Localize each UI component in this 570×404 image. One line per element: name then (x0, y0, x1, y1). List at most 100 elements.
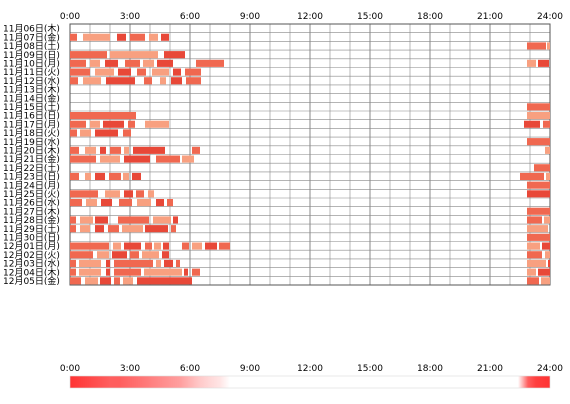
activity-block (125, 59, 140, 67)
activity-block (527, 190, 550, 198)
bottom-tick-label: 9:00 (240, 364, 260, 374)
activity-block (86, 199, 97, 207)
activity-block (145, 242, 152, 250)
activity-block (144, 77, 152, 85)
activity-block (148, 190, 154, 198)
activity-block (124, 146, 129, 154)
activity-block (163, 242, 169, 250)
activity-block (105, 190, 120, 198)
day-label: 11月08日(土) (3, 40, 60, 52)
activity-block (205, 242, 217, 250)
day-label: 12月02日(火) (3, 250, 60, 261)
activity-block (137, 68, 146, 76)
activity-block (118, 216, 149, 224)
activity-block (70, 120, 86, 128)
activity-block (123, 129, 131, 137)
activity-block (105, 59, 118, 67)
activity-block (154, 242, 161, 250)
grid (69, 23, 551, 286)
activity-block (112, 251, 127, 259)
activity-block (70, 216, 76, 224)
day-label: 12月01日(月) (3, 241, 60, 252)
activity-block (546, 172, 550, 180)
top-tick-label: 3:00 (120, 12, 140, 22)
activity-block (130, 33, 145, 41)
activity-block (83, 33, 110, 41)
day-label: 11月25日(火) (3, 189, 60, 200)
activity-block (90, 59, 100, 67)
activity-block (70, 155, 96, 163)
activity-block (164, 259, 173, 267)
day-label: 11月26日(水) (3, 197, 60, 209)
activity-block (527, 59, 536, 67)
activity-block (70, 251, 93, 259)
activity-block (527, 216, 542, 224)
activity-block (122, 225, 143, 233)
activity-block (527, 138, 550, 146)
activity-block (527, 268, 536, 276)
activity-block (137, 277, 192, 285)
day-label: 12月03日(水) (3, 258, 60, 270)
activity-block (182, 242, 189, 250)
activity-block (182, 155, 194, 163)
activity-block (186, 77, 201, 85)
bottom-tick-label: 15:00 (357, 364, 383, 374)
activity-block (161, 33, 169, 41)
activity-block (157, 59, 173, 67)
activity-block (110, 51, 158, 59)
activity-block (124, 155, 150, 163)
activity-block (543, 120, 550, 128)
activity-block (106, 268, 110, 276)
activity-block (162, 251, 169, 259)
activity-block (192, 242, 202, 250)
activity-block (100, 155, 120, 163)
activity-block (149, 33, 158, 41)
bottom-tick-label: 0:00 (60, 364, 80, 374)
activity-blocks (70, 33, 550, 285)
day-label: 11月14日(金) (3, 92, 60, 104)
activity-block (70, 51, 107, 59)
day-label: 11月06日(木) (3, 23, 60, 35)
activity-block (113, 242, 121, 250)
activity-block (85, 146, 96, 154)
activity-block (541, 277, 550, 285)
density-strip (69, 375, 551, 389)
activity-block (527, 112, 550, 120)
activity-block (130, 251, 139, 259)
top-tick-label: 15:00 (357, 12, 383, 22)
activity-block (70, 259, 76, 267)
activity-block (119, 199, 132, 207)
activity-block (133, 146, 165, 154)
bottom-tick-label: 21:00 (477, 364, 503, 374)
day-label: 11月28日(金) (3, 214, 60, 226)
top-tick-label: 12:00 (297, 12, 323, 22)
day-label: 11月23日(日) (3, 172, 60, 183)
activity-block (136, 190, 144, 198)
activity-block (544, 216, 550, 224)
bottom-tick-label: 24:00 (537, 364, 563, 374)
top-tick-label: 9:00 (240, 12, 260, 22)
top-x-axis: 0:00 3:00 6:00 9:00 12:00 15:00 18:00 21:00 24:0… (60, 12, 563, 22)
activity-block (527, 259, 546, 267)
activity-block (80, 225, 90, 233)
activity-block (144, 268, 182, 276)
activity-block (80, 129, 91, 137)
plot-frame (69, 23, 551, 286)
day-label: 11月16日(日) (3, 111, 60, 122)
activity-block (527, 225, 548, 233)
activity-block (527, 42, 546, 50)
activity-block (95, 225, 104, 233)
day-label: 12月05日(金) (3, 275, 60, 287)
activity-block (143, 59, 154, 67)
density-strip-bar (70, 376, 550, 388)
day-labels: 11月06日(木)11月07日(金)11月08日(土)11月09日(日)11月1… (3, 23, 60, 287)
day-label: 11月07日(金) (3, 31, 60, 43)
activity-block (124, 190, 133, 198)
day-label: 11月27日(木) (3, 205, 60, 217)
day-label: 11月22日(土) (3, 162, 60, 174)
activity-block (137, 199, 151, 207)
day-label: 11月18日(火) (3, 128, 60, 139)
activity-block (156, 259, 161, 267)
activity-block (70, 242, 109, 250)
